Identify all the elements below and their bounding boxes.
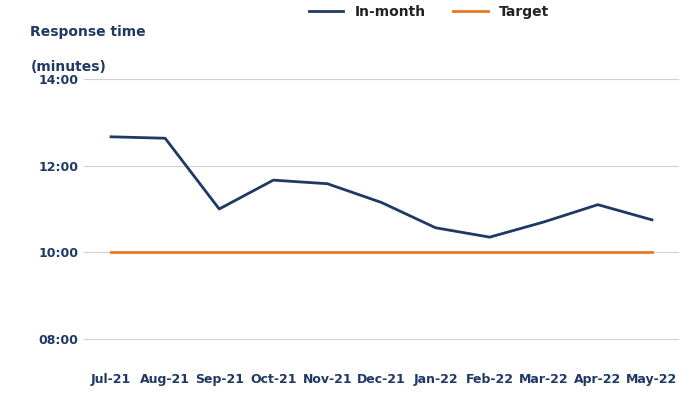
Target bbox=[648, 250, 656, 255]
In-month bbox=[161, 136, 169, 141]
Target bbox=[107, 250, 116, 255]
Line: In-month: In-month bbox=[111, 137, 652, 237]
In-month bbox=[269, 178, 277, 183]
Legend: In-month, Target: In-month, Target bbox=[303, 0, 555, 25]
Target bbox=[431, 250, 440, 255]
In-month bbox=[594, 202, 602, 207]
In-month bbox=[431, 225, 440, 230]
In-month bbox=[377, 200, 386, 205]
In-month bbox=[323, 181, 332, 186]
Target bbox=[323, 250, 332, 255]
Target bbox=[161, 250, 169, 255]
In-month bbox=[540, 219, 548, 224]
Target bbox=[486, 250, 494, 255]
In-month bbox=[215, 206, 223, 212]
In-month bbox=[648, 217, 656, 222]
Text: Response time: Response time bbox=[31, 25, 146, 39]
Target bbox=[215, 250, 223, 255]
Target bbox=[540, 250, 548, 255]
Target bbox=[377, 250, 386, 255]
In-month bbox=[107, 134, 116, 139]
Target bbox=[269, 250, 277, 255]
Target bbox=[594, 250, 602, 255]
In-month bbox=[486, 234, 494, 240]
Text: (minutes): (minutes) bbox=[31, 60, 106, 74]
